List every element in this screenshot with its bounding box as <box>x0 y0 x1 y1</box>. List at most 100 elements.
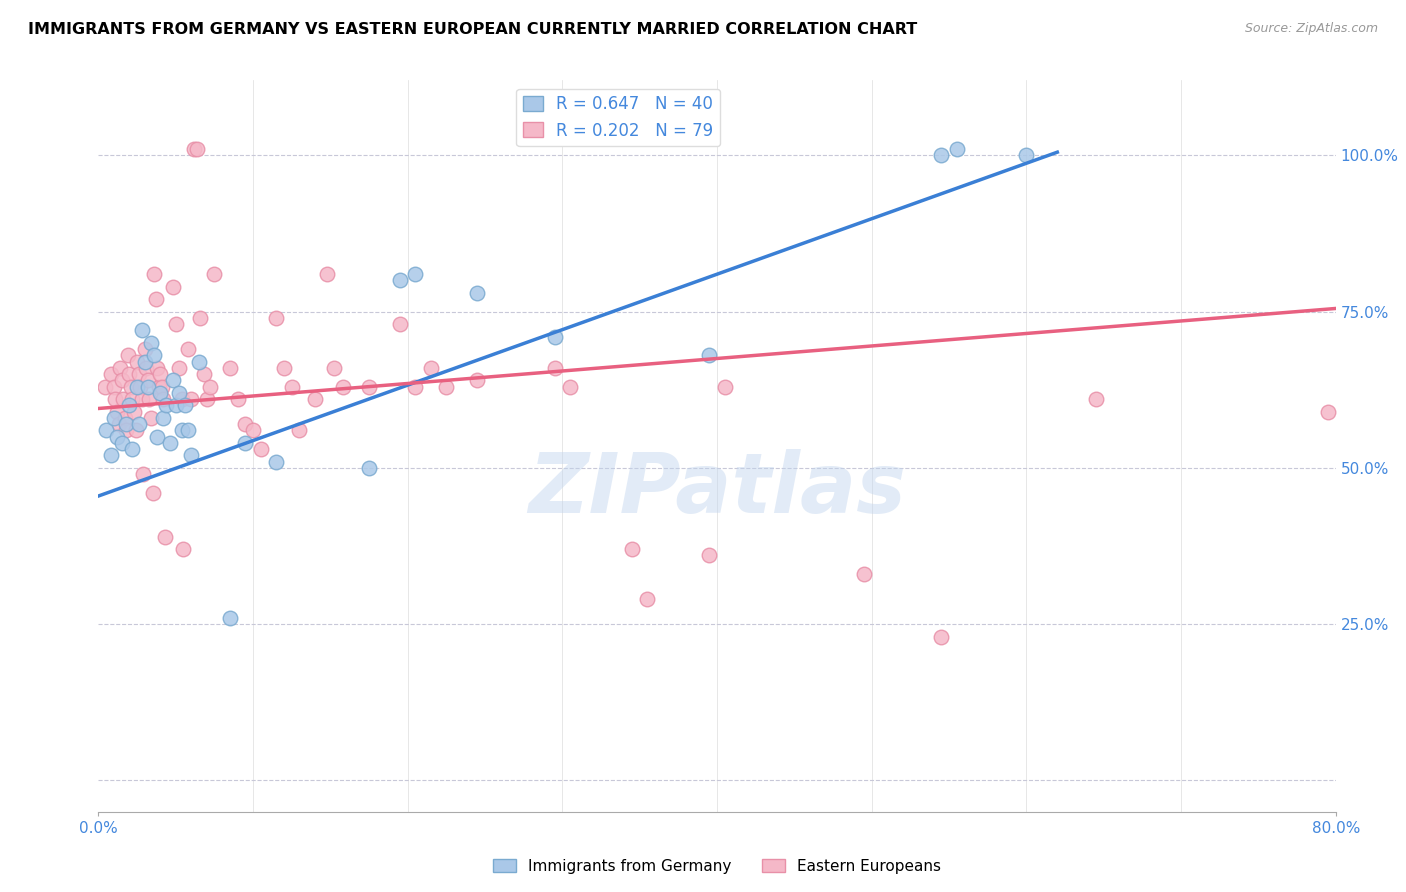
Point <box>242 423 264 437</box>
Point <box>143 267 166 281</box>
Point <box>174 398 197 412</box>
Point <box>105 429 128 443</box>
Point <box>332 379 354 393</box>
Point <box>118 398 141 412</box>
Point <box>150 379 173 393</box>
Point <box>436 379 458 393</box>
Point <box>281 379 304 393</box>
Point <box>180 392 202 406</box>
Point <box>177 342 200 356</box>
Point <box>121 442 143 457</box>
Point <box>159 435 181 450</box>
Point <box>699 348 721 362</box>
Point <box>219 360 242 375</box>
Point <box>128 367 150 381</box>
Point <box>115 417 138 431</box>
Point <box>304 392 326 406</box>
Point <box>621 542 644 557</box>
Point <box>288 423 311 437</box>
Point <box>419 360 441 375</box>
Point <box>136 373 159 387</box>
Point <box>146 429 169 443</box>
Point <box>167 385 190 400</box>
Point <box>316 267 339 281</box>
Point <box>139 335 162 350</box>
Point <box>1085 392 1108 406</box>
Point <box>162 279 184 293</box>
Point <box>145 292 167 306</box>
Point <box>139 410 162 425</box>
Point <box>226 392 249 406</box>
Point <box>198 379 221 393</box>
Point <box>132 467 155 482</box>
Point <box>543 360 565 375</box>
Point <box>136 379 159 393</box>
Point <box>946 142 969 156</box>
Point <box>204 267 226 281</box>
Point <box>636 592 658 607</box>
Point <box>112 392 135 406</box>
Point <box>131 323 153 337</box>
Point <box>100 449 122 463</box>
Point <box>165 398 187 412</box>
Point <box>104 392 127 406</box>
Point <box>266 455 288 469</box>
Point <box>543 329 565 343</box>
Point <box>266 310 288 325</box>
Point <box>103 379 125 393</box>
Point <box>1015 148 1038 162</box>
Point <box>931 148 953 162</box>
Point <box>193 367 215 381</box>
Legend: Immigrants from Germany, Eastern Europeans: Immigrants from Germany, Eastern Europea… <box>486 853 948 880</box>
Point <box>219 611 242 625</box>
Point <box>149 367 172 381</box>
Point <box>107 417 129 431</box>
Point <box>162 373 184 387</box>
Point <box>388 273 412 287</box>
Point <box>183 142 205 156</box>
Point <box>135 360 157 375</box>
Point <box>273 360 295 375</box>
Point <box>152 410 174 425</box>
Point <box>111 435 134 450</box>
Point <box>117 348 139 362</box>
Point <box>714 379 737 393</box>
Point <box>153 530 176 544</box>
Point <box>100 367 122 381</box>
Point <box>167 360 190 375</box>
Point <box>124 423 146 437</box>
Point <box>357 461 380 475</box>
Point <box>170 423 193 437</box>
Point <box>152 392 174 406</box>
Point <box>180 449 202 463</box>
Point <box>134 342 156 356</box>
Point <box>250 442 273 457</box>
Point <box>118 367 141 381</box>
Point <box>699 549 721 563</box>
Point <box>127 379 149 393</box>
Point <box>165 317 187 331</box>
Point <box>852 567 875 582</box>
Point <box>1317 404 1340 418</box>
Point <box>931 630 953 644</box>
Text: ZIPatlas: ZIPatlas <box>529 450 905 531</box>
Point <box>128 417 150 431</box>
Point <box>134 354 156 368</box>
Point <box>322 360 344 375</box>
Point <box>148 379 170 393</box>
Point <box>388 317 412 331</box>
Point <box>143 348 166 362</box>
Point <box>142 486 165 500</box>
Point <box>177 423 200 437</box>
Point <box>186 142 208 156</box>
Point <box>405 379 427 393</box>
Point <box>155 398 177 412</box>
Text: IMMIGRANTS FROM GERMANY VS EASTERN EUROPEAN CURRENTLY MARRIED CORRELATION CHART: IMMIGRANTS FROM GERMANY VS EASTERN EUROP… <box>28 22 917 37</box>
Point <box>560 379 582 393</box>
Point <box>188 354 211 368</box>
Point <box>173 542 195 557</box>
Point <box>467 373 489 387</box>
Point <box>149 385 172 400</box>
Point <box>103 410 125 425</box>
Point <box>467 285 489 300</box>
